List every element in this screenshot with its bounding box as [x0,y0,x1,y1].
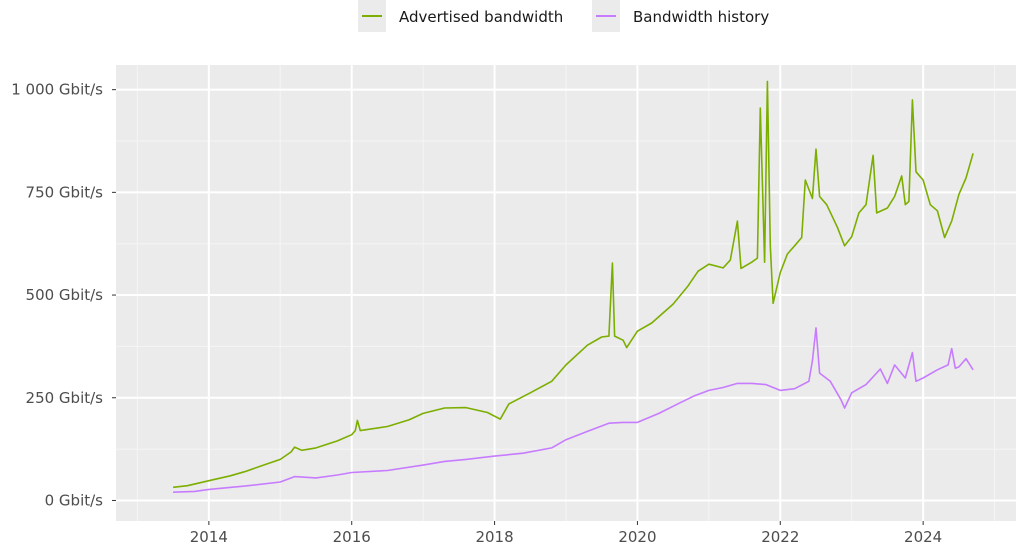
x-tick-label: 2014 [190,528,228,546]
y-tick-label: 250 Gbit/s [26,389,104,407]
legend-label-history: Bandwidth history [633,8,769,26]
legend: Advertised bandwidth Bandwidth history [358,0,769,32]
x-tick-label: 2018 [475,528,513,546]
x-tick-label: 2024 [904,528,942,546]
y-tick-label: 1 000 Gbit/s [11,81,103,99]
series-layer [173,80,974,493]
x-tick-label: 2022 [761,528,799,546]
x-tick-label: 2016 [333,528,371,546]
y-tick-label: 750 Gbit/s [26,183,104,201]
axes: 2014 2016 2018 2020 2022 2024 0 Gbit/s 250 Gbit… [11,81,942,546]
grid-lines [116,65,1016,521]
series-line-advertised-bandwidth [173,80,974,489]
series-line-bandwidth-history [173,327,974,493]
y-tick-label: 500 Gbit/s [26,286,104,304]
legend-label-advertised: Advertised bandwidth [399,8,563,26]
y-tick-label: 0 Gbit/s [45,491,104,509]
x-tick-label: 2020 [618,528,656,546]
